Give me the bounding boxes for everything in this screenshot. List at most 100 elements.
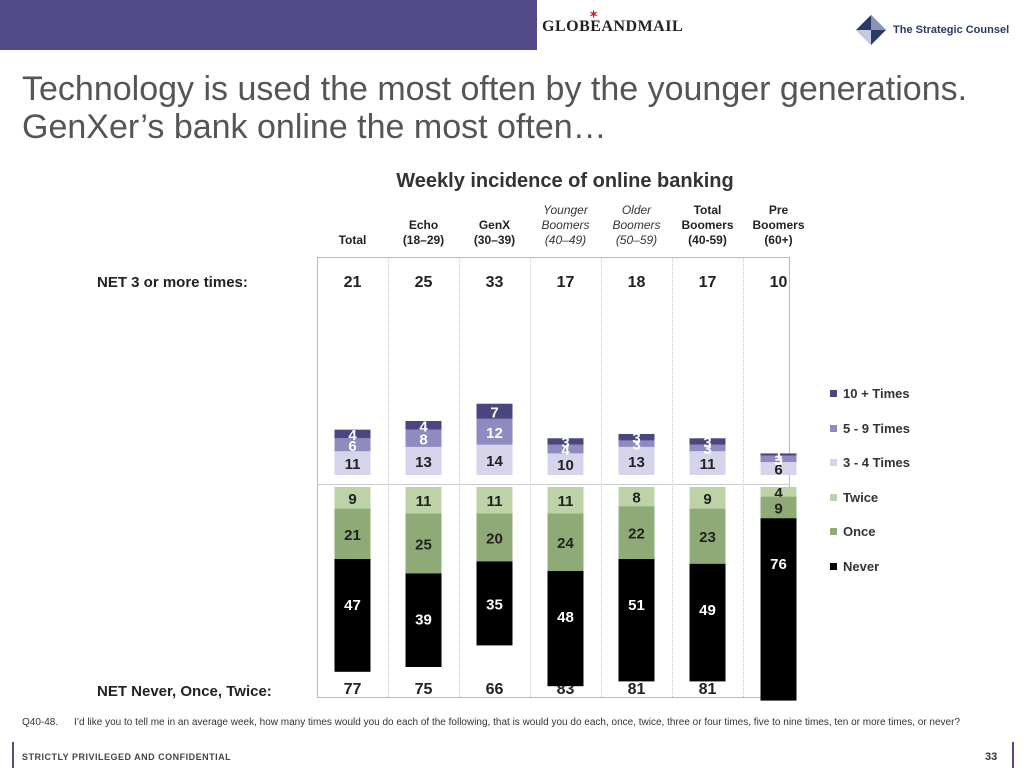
bar-segment bbox=[618, 506, 655, 559]
net-top-value: 17 bbox=[698, 274, 717, 291]
column-header-line: Boomers bbox=[541, 218, 590, 232]
legend-item: Never bbox=[830, 559, 1010, 575]
bar-data-label: 8 bbox=[419, 431, 427, 448]
column-header-line: Boomers bbox=[681, 218, 734, 232]
column-header-line: Total bbox=[693, 203, 722, 217]
legend-swatch bbox=[830, 424, 837, 432]
legend-item: Once bbox=[830, 524, 1010, 540]
bar-segment bbox=[689, 451, 726, 475]
legend-label: 3 - 4 Times bbox=[843, 455, 910, 471]
bar-data-label: 9 bbox=[703, 491, 711, 508]
bar-data-label: 11 bbox=[700, 456, 716, 473]
legend-label: Never bbox=[843, 559, 880, 574]
chart-frame-bottom bbox=[317, 697, 790, 698]
bar-segment bbox=[334, 508, 371, 559]
column-separator bbox=[743, 257, 744, 697]
footer-accent-right bbox=[1012, 742, 1014, 768]
legend-swatch bbox=[830, 459, 837, 467]
column-header-line: (40–49) bbox=[544, 233, 587, 247]
column-header: Total Boomers (40-59) bbox=[672, 203, 744, 248]
bar-data-label: 47 bbox=[344, 597, 361, 614]
bar-data-label: 76 bbox=[770, 556, 787, 573]
net-bottom-label: NET Never, Once, Twice: bbox=[97, 683, 272, 700]
net-top-value: 18 bbox=[627, 274, 646, 291]
bar-data-label: 8 bbox=[632, 490, 640, 507]
bar-data-label: 6 bbox=[348, 438, 356, 455]
bar-data-label: 1 bbox=[774, 447, 782, 464]
column-header-line: Boomers bbox=[752, 218, 805, 232]
bar-data-label: 25 bbox=[415, 536, 432, 553]
bar-data-label: 3 bbox=[561, 435, 569, 452]
bar-data-label: 20 bbox=[486, 530, 503, 547]
net-top-value: 17 bbox=[556, 274, 575, 291]
legend-label: Once bbox=[843, 524, 876, 540]
legend-swatch bbox=[830, 493, 837, 501]
bar-segment bbox=[689, 508, 726, 564]
page-number: 33 bbox=[985, 751, 998, 763]
bar-data-label: 13 bbox=[415, 454, 432, 471]
column-header: Pre Boomers (60+) bbox=[743, 203, 815, 248]
bar-segment bbox=[547, 453, 584, 475]
bar-segment bbox=[689, 438, 726, 445]
diamond-logo-icon bbox=[855, 14, 887, 46]
bar-segment bbox=[547, 444, 584, 454]
bar-segment bbox=[547, 438, 584, 445]
bar-data-label: 24 bbox=[557, 535, 574, 552]
bar-segment bbox=[405, 487, 442, 514]
column-header-line: Total bbox=[338, 233, 367, 247]
globe-logo-mark: ✶ bbox=[589, 9, 599, 21]
legend-label: Twice bbox=[843, 489, 879, 505]
bar-segment bbox=[405, 421, 442, 430]
column-header-line: (40-59) bbox=[688, 233, 727, 247]
legend-item: 10 + Times bbox=[830, 386, 1010, 402]
bar-segment bbox=[618, 559, 655, 682]
legend-item: 5 - 9 Times bbox=[830, 421, 1010, 437]
bar-segment bbox=[476, 561, 513, 646]
bar-segment bbox=[618, 433, 655, 441]
legend-item: Twice bbox=[830, 490, 1010, 506]
bar-data-label: 9 bbox=[348, 491, 356, 508]
column-header: Total bbox=[317, 233, 389, 248]
chart-title: Weekly incidence of online banking bbox=[396, 170, 734, 192]
column-header-line: (30–39) bbox=[473, 233, 516, 247]
top-banner bbox=[0, 0, 537, 50]
bar-segment bbox=[547, 513, 584, 571]
bar-segment bbox=[476, 444, 513, 475]
bar-segment bbox=[476, 403, 513, 419]
bar-data-label: 11 bbox=[345, 456, 361, 473]
legend-swatch bbox=[830, 528, 837, 536]
bar-segment bbox=[476, 513, 513, 562]
column-separator bbox=[459, 257, 460, 697]
net-top-value: 33 bbox=[485, 274, 504, 291]
bar-data-label: 4 bbox=[348, 427, 357, 444]
bar-data-label: 14 bbox=[486, 453, 503, 470]
bar-data-label: 48 bbox=[557, 609, 574, 626]
bar-segment bbox=[618, 487, 655, 507]
bar-segment bbox=[405, 513, 442, 574]
globe-logo-text: GLOBEANDMAIL bbox=[542, 18, 684, 35]
column-header-line: Older bbox=[621, 203, 652, 217]
legend-swatch bbox=[830, 563, 837, 571]
bar-segment bbox=[334, 559, 371, 672]
bar-data-label: 23 bbox=[699, 529, 716, 546]
column-header: Echo (18–29) bbox=[388, 218, 460, 248]
column-header-line: Boomers bbox=[612, 218, 661, 232]
bar-segment bbox=[476, 418, 513, 445]
bar-segment bbox=[334, 451, 371, 475]
bar-segment bbox=[760, 518, 797, 701]
column-header-line: (18–29) bbox=[402, 233, 445, 247]
bar-data-label: 3 bbox=[774, 452, 782, 469]
bar-data-label: 11 bbox=[558, 493, 574, 510]
footer-accent-left bbox=[12, 742, 14, 768]
bar-data-label: 4 bbox=[419, 418, 428, 435]
confidential-notice: STRICTLY PRIVILEGED AND CONFIDENTIAL bbox=[22, 752, 232, 762]
column-header: Younger Boomers (40–49) bbox=[530, 203, 602, 248]
column-separator bbox=[672, 257, 673, 697]
column-separator bbox=[530, 257, 531, 697]
bar-segment bbox=[405, 429, 442, 447]
slide-title: Technology is used the most often by the… bbox=[22, 70, 1012, 146]
legend-label: 5 - 9 Times bbox=[843, 420, 910, 436]
net-bottom-value: 77 bbox=[343, 681, 362, 698]
strategic-counsel-label: The Strategic Counsel bbox=[893, 24, 1010, 36]
